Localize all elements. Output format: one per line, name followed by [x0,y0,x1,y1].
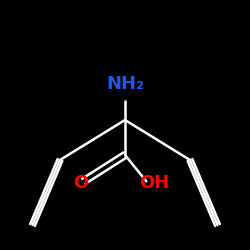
Text: O: O [74,174,89,192]
Text: NH₂: NH₂ [106,75,144,93]
Text: OH: OH [138,174,169,192]
